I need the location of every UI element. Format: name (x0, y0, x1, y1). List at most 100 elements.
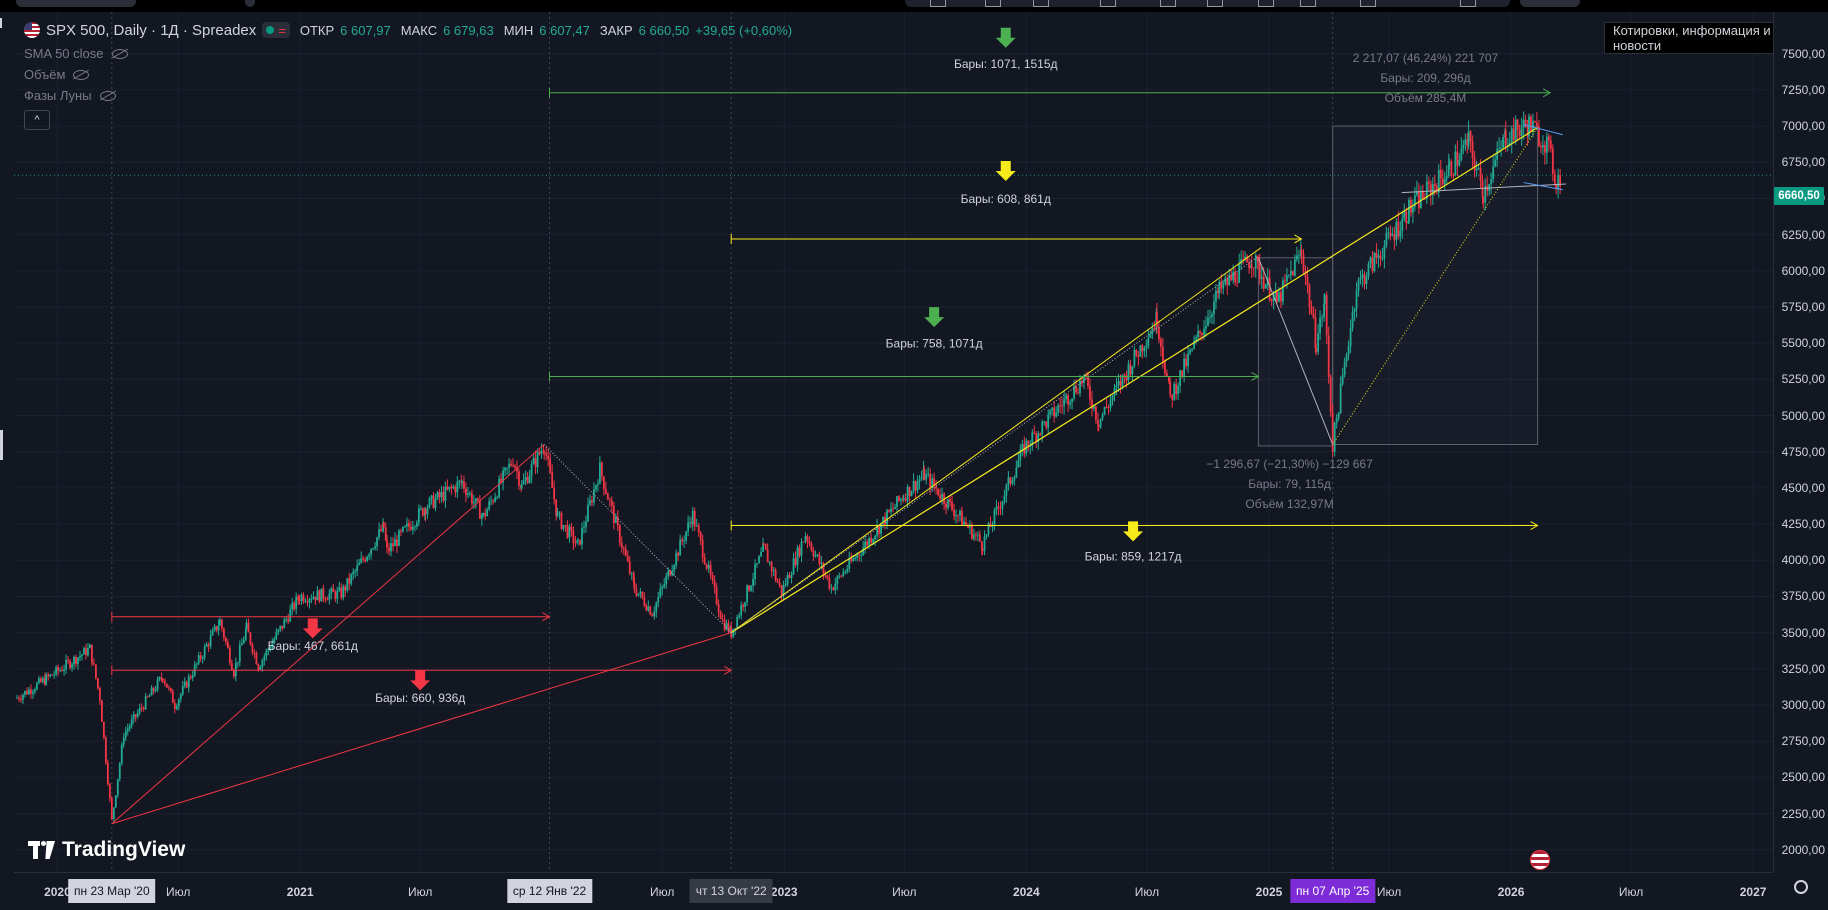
toolbar-icon[interactable] (1460, 0, 1476, 7)
candle-body (199, 655, 202, 659)
candle-body (973, 534, 975, 539)
candle-body (732, 628, 735, 637)
candle-body (461, 481, 463, 483)
candle-body (152, 687, 155, 692)
chart-pane[interactable]: Бары: 1071, 1515д Бары: 608, 861д Бары: 75… (14, 12, 1773, 872)
price-tick-label: 2750,00 (1781, 734, 1825, 749)
candle-body (380, 529, 382, 532)
candle-body (602, 476, 605, 490)
candle-body (411, 526, 414, 530)
candle-body (870, 537, 873, 543)
candle-body (1353, 309, 1356, 312)
candle-body (925, 474, 928, 480)
toolbar-icon[interactable] (930, 0, 946, 7)
candle-body (703, 557, 706, 565)
candle-body (1321, 317, 1323, 319)
toolbar-icon[interactable] (1300, 0, 1316, 7)
toolbar-tab[interactable] (16, 0, 136, 7)
candle-body (717, 603, 720, 612)
candle-body (790, 574, 793, 579)
candle-body (1143, 347, 1146, 352)
time-axis[interactable]: 2020 Июл 2021 Июл Июл 2023 Июл 2024 Июл 2025 Июл 20… (14, 872, 1773, 910)
hidden-eye-icon[interactable] (99, 90, 116, 101)
indicator-moon-phases[interactable]: Фазы Луны (24, 85, 792, 106)
candle-body (1415, 191, 1418, 196)
candle-body (681, 539, 684, 542)
high-value: 6 679,63 (443, 22, 494, 38)
indicator-volume[interactable]: Объём (24, 64, 792, 85)
candle-body (1419, 191, 1422, 209)
toolbar-icon[interactable] (1033, 0, 1049, 7)
side-marker[interactable] (0, 430, 3, 460)
candle-body (1543, 145, 1546, 153)
candle-body (34, 689, 36, 692)
indicator-sma[interactable]: SMA 50 close (24, 43, 792, 64)
candle-body (1361, 274, 1364, 278)
candle-body (1286, 275, 1288, 282)
candle-body (330, 588, 333, 594)
toolbar-icon[interactable] (1160, 0, 1176, 7)
candle-body (265, 650, 268, 657)
candle-body (1037, 433, 1040, 442)
candle-body (275, 632, 278, 640)
candle-body (217, 625, 220, 631)
session-flag-icon[interactable] (1530, 850, 1550, 870)
candle-body (300, 595, 303, 601)
gear-icon[interactable] (1794, 880, 1808, 894)
toolbar-handle[interactable] (245, 0, 255, 7)
toolbar-icon[interactable] (1100, 0, 1116, 7)
candle-body (1087, 374, 1089, 386)
candle-body (1033, 432, 1036, 434)
date-range-label: Бары: 758, 1071д (886, 337, 983, 351)
candle-body (1272, 294, 1275, 302)
toolbar-icon[interactable] (985, 0, 1001, 7)
time-tick-label: Июл (1134, 885, 1160, 899)
candle-body (269, 648, 272, 650)
candle-body (1369, 257, 1372, 264)
candle-body (1250, 265, 1253, 268)
candle-body (556, 512, 559, 517)
candle-body (306, 601, 309, 603)
candle-body (454, 486, 457, 493)
tradingview-logo[interactable]: TradingView (28, 838, 185, 862)
candle-body (1534, 121, 1536, 123)
toolbar-tab[interactable] (1520, 0, 1580, 7)
candle-body (446, 486, 449, 490)
price-axis[interactable]: 7500,007250,007000,006750,006500,006250,… (1773, 12, 1828, 872)
price-chart[interactable]: Бары: 1071, 1515д Бары: 608, 861д Бары: 75… (14, 12, 1773, 872)
candle-body (1015, 467, 1018, 478)
candle-body (444, 486, 447, 501)
toolbar-icon[interactable] (1258, 0, 1274, 7)
candle-body (440, 491, 443, 498)
hidden-eye-icon[interactable] (73, 69, 90, 80)
candle-body (1246, 256, 1249, 263)
candle-body (983, 536, 986, 552)
market-status-badge[interactable]: = (262, 22, 290, 38)
arrow-down-icon (302, 618, 323, 639)
candle-body (965, 521, 967, 525)
toolbar-icon[interactable] (1207, 0, 1223, 7)
candle-body (1131, 366, 1134, 375)
candle-body (488, 501, 491, 510)
candle-body (245, 622, 248, 630)
crosshair-date-label: пн 07 Апр '25 (1290, 879, 1376, 903)
candle-body (1228, 274, 1231, 286)
price-tick-label: 3500,00 (1781, 625, 1825, 640)
date-range-label: Бары: 1071, 1515д (954, 57, 1058, 71)
candle-body (142, 708, 145, 710)
hidden-eye-icon[interactable] (111, 48, 128, 59)
candle-body (1551, 148, 1554, 174)
toolbar-icon[interactable] (1360, 0, 1376, 7)
candle-body (1395, 221, 1398, 240)
price-tick-label: 6750,00 (1781, 155, 1825, 170)
collapse-legend-button[interactable]: ^ (24, 110, 50, 130)
crosshair-date-label: чт 13 Окт '22 (689, 879, 773, 903)
candle-body (291, 602, 294, 610)
candle-body (458, 480, 461, 482)
candle-body (886, 510, 888, 525)
symbol-title[interactable]: SPX 500, Daily · 1Д · Spreadex (46, 21, 257, 39)
side-marker (0, 18, 2, 28)
candle-body (1488, 183, 1491, 191)
date-range-arrowhead (1530, 521, 1539, 530)
candle-body (589, 500, 591, 505)
